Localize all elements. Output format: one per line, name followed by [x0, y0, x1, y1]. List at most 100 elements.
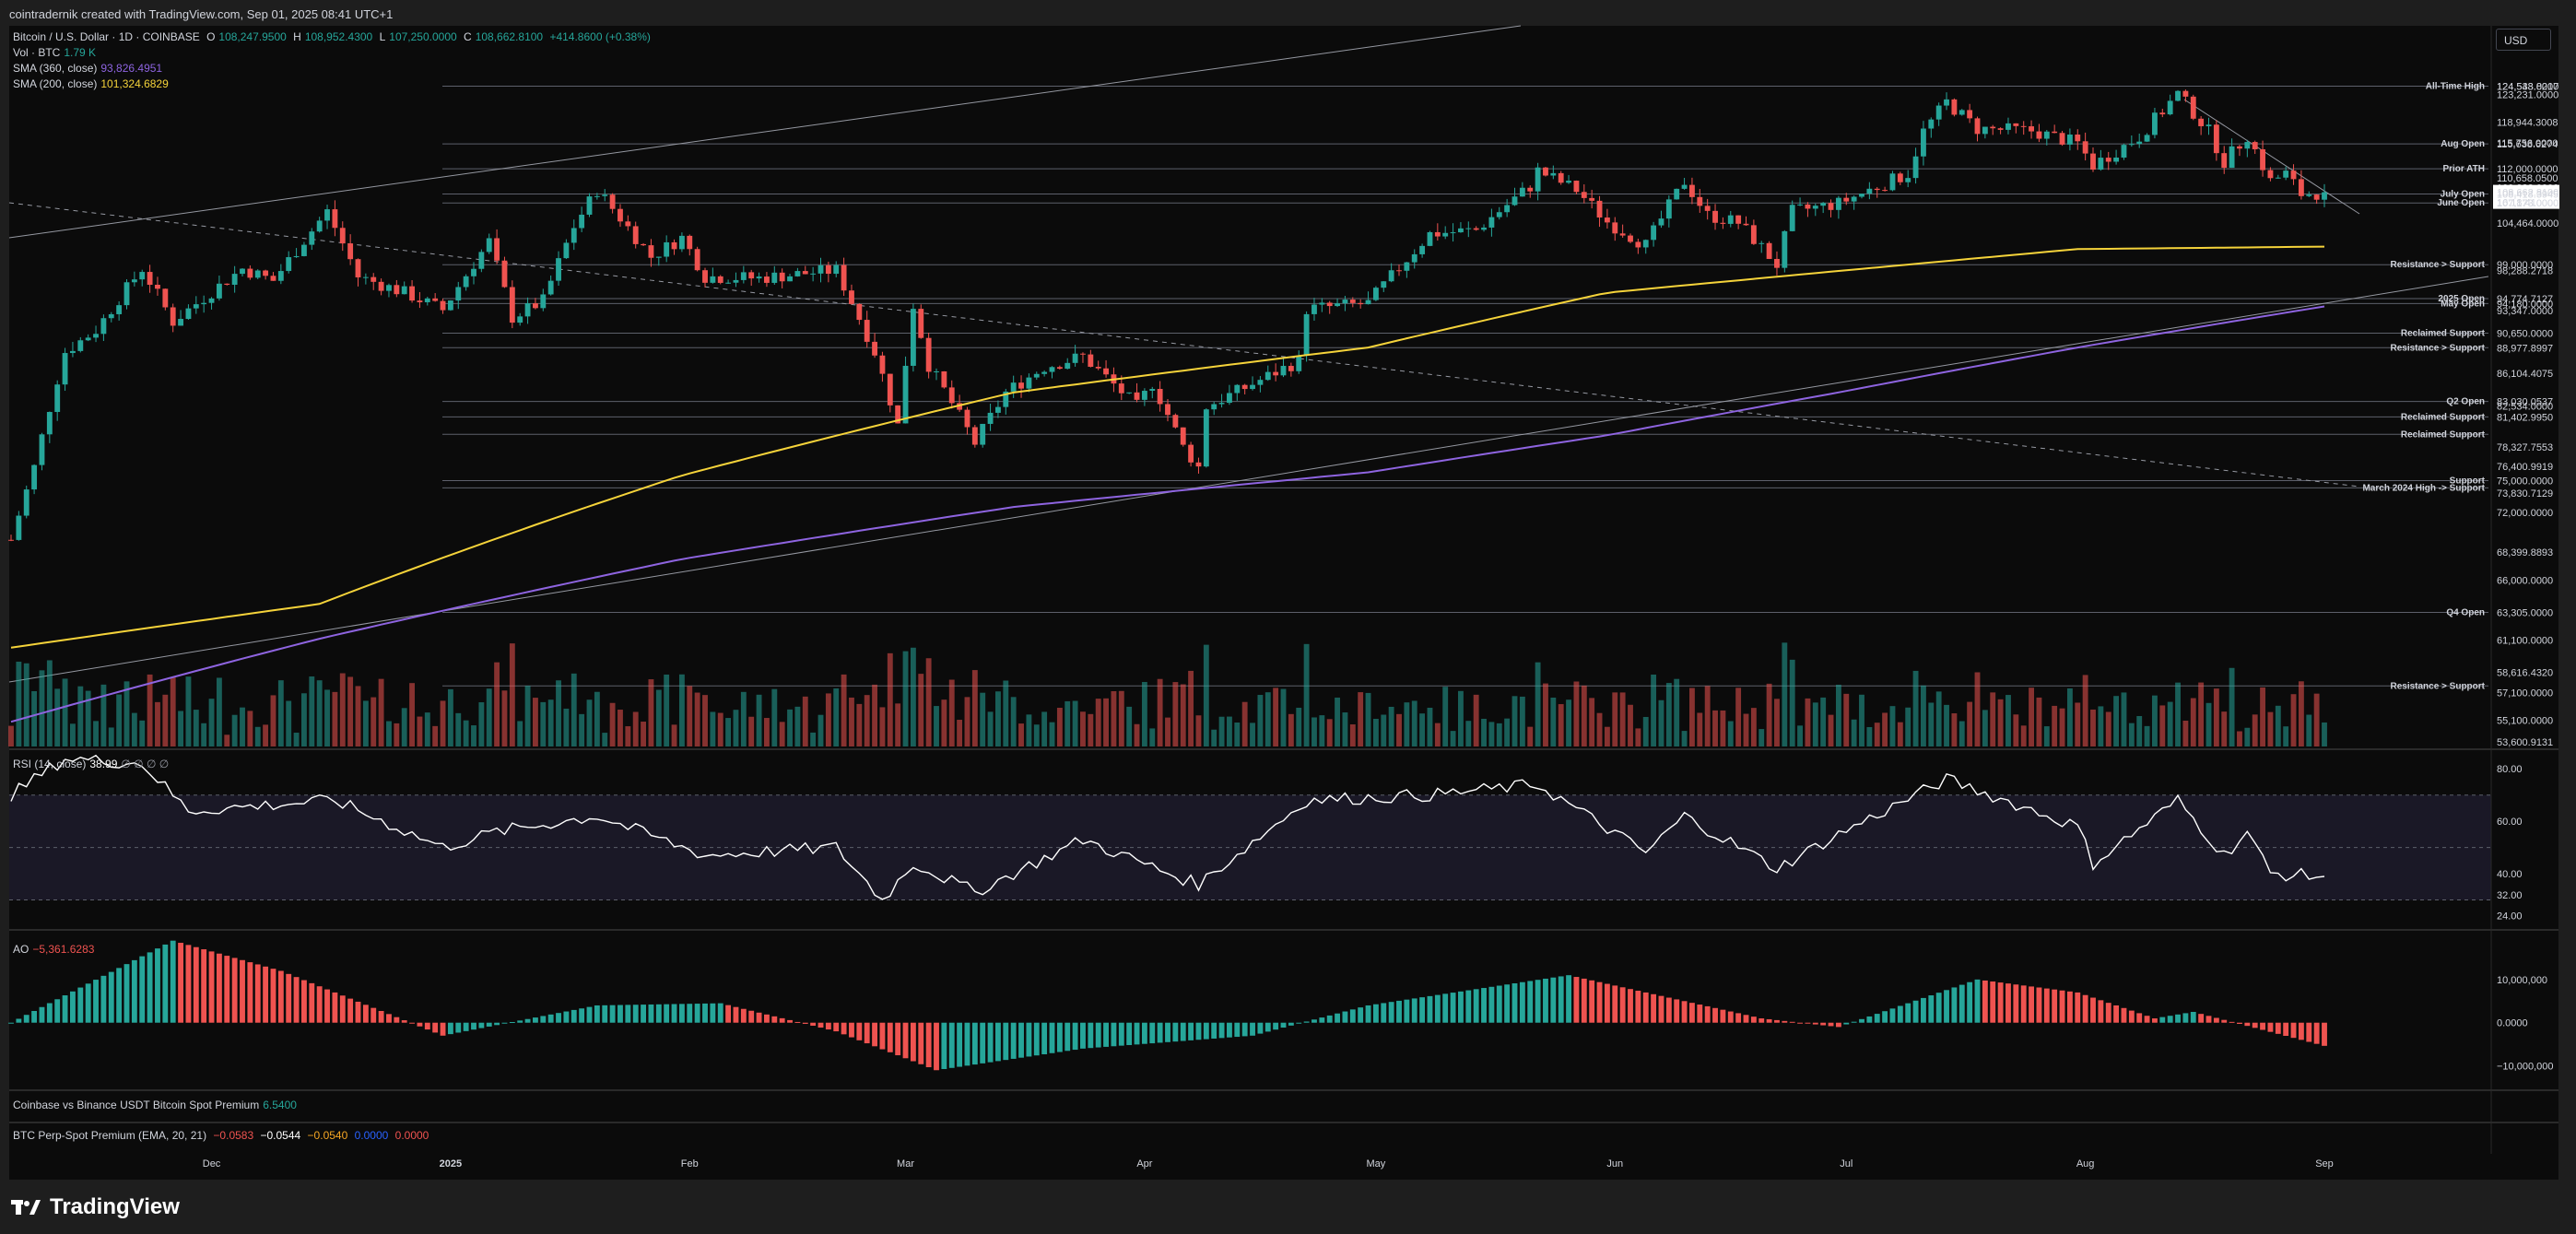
- ao-bar: [1812, 1022, 1818, 1025]
- rsi-axis-label: 24.00: [2497, 911, 2523, 923]
- candle-body: [1874, 188, 1880, 191]
- ao-bar: [23, 1015, 29, 1023]
- ao-bar: [1172, 1022, 1179, 1042]
- ao-bar: [872, 1022, 877, 1047]
- ao-bar: [1805, 1022, 1811, 1024]
- volume-bar: [1188, 670, 1194, 746]
- volume-bar: [2152, 695, 2158, 746]
- candle-body: [185, 308, 192, 320]
- level-tag: Reclaimed Support: [2401, 429, 2486, 440]
- candle-body: [1118, 383, 1124, 394]
- volume-bar: [710, 711, 716, 746]
- volume-bar: [131, 712, 137, 746]
- candle-body: [2144, 135, 2150, 142]
- candle-body: [1797, 204, 1803, 206]
- volume-bar: [440, 700, 446, 746]
- candle-body: [602, 194, 608, 196]
- ao-bar: [1134, 1022, 1140, 1045]
- price-axis-label: 118,944.3008: [2497, 117, 2558, 128]
- ao-bar: [2167, 1016, 2173, 1023]
- volume-bar: [1335, 697, 1340, 746]
- candle-body: [1812, 206, 1818, 209]
- candle-body: [570, 228, 577, 243]
- volume-bar: [471, 725, 476, 746]
- volume-bar: [8, 725, 14, 746]
- volume-bar: [478, 702, 485, 746]
- level-tag: Resistance > Support: [2390, 681, 2485, 691]
- ao-bar: [910, 1022, 916, 1062]
- candle-body: [2205, 124, 2212, 126]
- candle-body: [178, 319, 183, 326]
- candle-body: [1665, 199, 1672, 219]
- ao-bar: [1665, 997, 1672, 1023]
- level-tag: All-Time High: [2426, 82, 2485, 92]
- ao-bar: [794, 1021, 801, 1023]
- volume-bar: [1982, 710, 1988, 746]
- ao-bar: [324, 989, 330, 1023]
- volume-bar: [1889, 706, 1896, 746]
- volume-bar: [779, 722, 785, 746]
- time-axis-label: Aug: [2076, 1158, 2095, 1169]
- time-axis-label: Jun: [1606, 1158, 1623, 1169]
- candle-body: [995, 406, 1001, 413]
- ao-bar: [1866, 1016, 1873, 1023]
- volume-bar: [1674, 678, 1680, 746]
- candle-body: [547, 280, 554, 295]
- volume-bar: [355, 686, 361, 746]
- ao-bar: [386, 1014, 392, 1023]
- ao-bar: [1912, 1000, 1919, 1023]
- chart-frame: [9, 26, 2558, 1180]
- volume-bar: [1264, 692, 1271, 746]
- currency-button[interactable]: USD: [2496, 29, 2551, 51]
- candle-body: [648, 245, 654, 258]
- volume-bar: [371, 697, 377, 746]
- level-tag: March 2024 High -> Support: [2362, 483, 2485, 493]
- candle-body: [825, 264, 831, 275]
- ao-bar: [1997, 982, 2004, 1023]
- candle-body: [864, 320, 870, 342]
- ao-bar: [902, 1022, 909, 1059]
- candle-body: [2313, 194, 2320, 200]
- volume-bar: [849, 697, 854, 746]
- volume-bar: [1342, 712, 1348, 746]
- volume-bar: [1704, 686, 1711, 746]
- volume-bar: [1543, 683, 1548, 746]
- candle-body: [1365, 300, 1371, 305]
- ao-bar: [2213, 1017, 2219, 1023]
- price-axis-label: 115,638.6274: [2497, 139, 2558, 150]
- volume-bar: [980, 692, 986, 746]
- rsi-axis-label: 32.00: [2497, 890, 2523, 901]
- candle-body: [1958, 110, 1965, 115]
- ao-bar: [286, 973, 292, 1023]
- price-axis-label: 108,662.8100: [2497, 188, 2558, 199]
- volume-bar: [648, 679, 654, 746]
- ao-bar: [1550, 977, 1557, 1023]
- volume-bar: [1951, 713, 1958, 746]
- trendlines: [8, 25, 2489, 683]
- volume-bar: [263, 724, 269, 746]
- ao-bar: [887, 1022, 893, 1052]
- candle-body: [2267, 170, 2274, 179]
- ao-bar: [1743, 1015, 1749, 1023]
- candle-body: [1581, 192, 1587, 198]
- candle-body: [1065, 362, 1071, 370]
- volume-bar: [1065, 700, 1071, 746]
- volume-bar: [1812, 702, 1818, 746]
- candle-body: [1889, 173, 1896, 191]
- candle-body: [2190, 96, 2196, 119]
- candle-body: [155, 285, 160, 289]
- ao-bar: [987, 1022, 994, 1063]
- volume-bar: [2029, 688, 2034, 746]
- candle-body: [1141, 391, 1147, 400]
- candle-body: [2006, 123, 2011, 130]
- volume-bar: [2121, 692, 2127, 746]
- volume-bar: [2090, 709, 2096, 746]
- candle-body: [486, 238, 492, 253]
- ao-bar: [1835, 1022, 1841, 1028]
- ao-bar: [1234, 1022, 1241, 1038]
- candle-body: [1072, 353, 1078, 363]
- ao-bar: [517, 1020, 523, 1023]
- candle-body: [1458, 228, 1464, 233]
